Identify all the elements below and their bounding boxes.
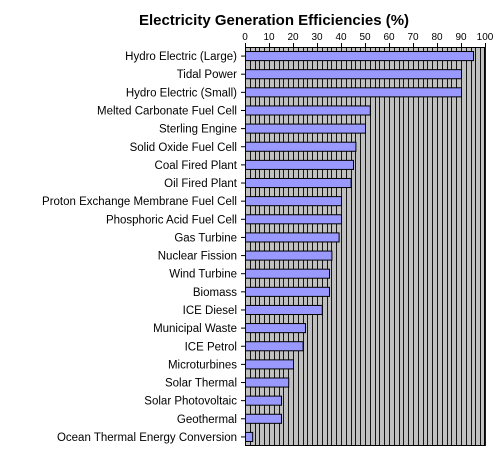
bar: [245, 413, 282, 424]
x-tick-label: 80: [431, 32, 443, 43]
bars: [245, 51, 474, 442]
bar: [245, 359, 294, 370]
y-axis: Hydro Electric (Large) Tidal Power Hydro E…: [42, 47, 246, 446]
category-label: Coal Fired Plant: [155, 160, 238, 172]
bar: [245, 196, 342, 207]
x-tick-label: 100: [477, 32, 494, 43]
bar: [245, 304, 323, 316]
x-tick-label: 90: [455, 32, 467, 43]
x-tick-label: 40: [335, 32, 347, 43]
bar: [245, 177, 352, 189]
category-label: Wind Turbine: [169, 269, 237, 281]
category-label: Municipal Waste: [153, 323, 237, 335]
x-tick-label: 30: [311, 32, 323, 43]
bar: [245, 51, 474, 62]
bar: [245, 341, 304, 352]
category-label: Ocean Thermal Energy Conversion: [57, 432, 237, 444]
category-label: ICE Petrol: [185, 341, 237, 353]
bar: [245, 141, 357, 152]
bar: [245, 286, 330, 297]
category-label: Solid Oxide Fuel Cell: [130, 142, 237, 154]
category-label: ICE Diesel: [183, 305, 237, 317]
category-label: Biomass: [193, 287, 237, 299]
bar: [245, 268, 330, 279]
category-label: Nuclear Fission: [158, 251, 237, 263]
x-tick-label: 70: [407, 32, 419, 43]
category-label: Solar Photovoltaic: [144, 396, 237, 408]
category-label: Oil Fired Plant: [164, 178, 238, 190]
bar: [245, 123, 366, 134]
x-tick-label: 20: [287, 32, 299, 43]
category-label: Phosphoric Acid Fuel Cell: [106, 214, 237, 226]
category-label: Hydro Electric (Large): [125, 51, 237, 63]
bar: [245, 214, 342, 225]
bar: [245, 159, 354, 170]
category-label: Hydro Electric (Small): [126, 87, 237, 99]
category-label: Proton Exchange Membrane Fuel Cell: [42, 196, 237, 208]
bar: [245, 69, 462, 80]
category-label: Melted Carbonate Fuel Cell: [97, 105, 237, 117]
category-label: Solar Thermal: [165, 378, 237, 390]
category-label: Sterling Engine: [159, 124, 237, 136]
category-label: Gas Turbine: [174, 232, 237, 244]
x-tick-label: 0: [242, 32, 248, 43]
bar: [245, 431, 254, 442]
category-label: Geothermal: [177, 414, 237, 426]
chart-title: Electricity Generation Efficiencies (%): [139, 12, 409, 29]
bar: [245, 250, 333, 261]
category-label: Microturbines: [168, 359, 237, 371]
bar: [245, 377, 290, 388]
x-tick-label: 50: [359, 32, 371, 43]
x-tick-label: 60: [383, 32, 395, 43]
bar: [245, 232, 340, 243]
category-label: Tidal Power: [177, 69, 237, 81]
bar: [245, 87, 462, 98]
bar: [245, 105, 371, 116]
x-tick-label: 10: [263, 32, 275, 43]
bar: [245, 395, 282, 406]
x-axis: 0 10 20 30 40 50 60 70 80 90 100: [242, 32, 494, 48]
bar: [245, 323, 306, 334]
